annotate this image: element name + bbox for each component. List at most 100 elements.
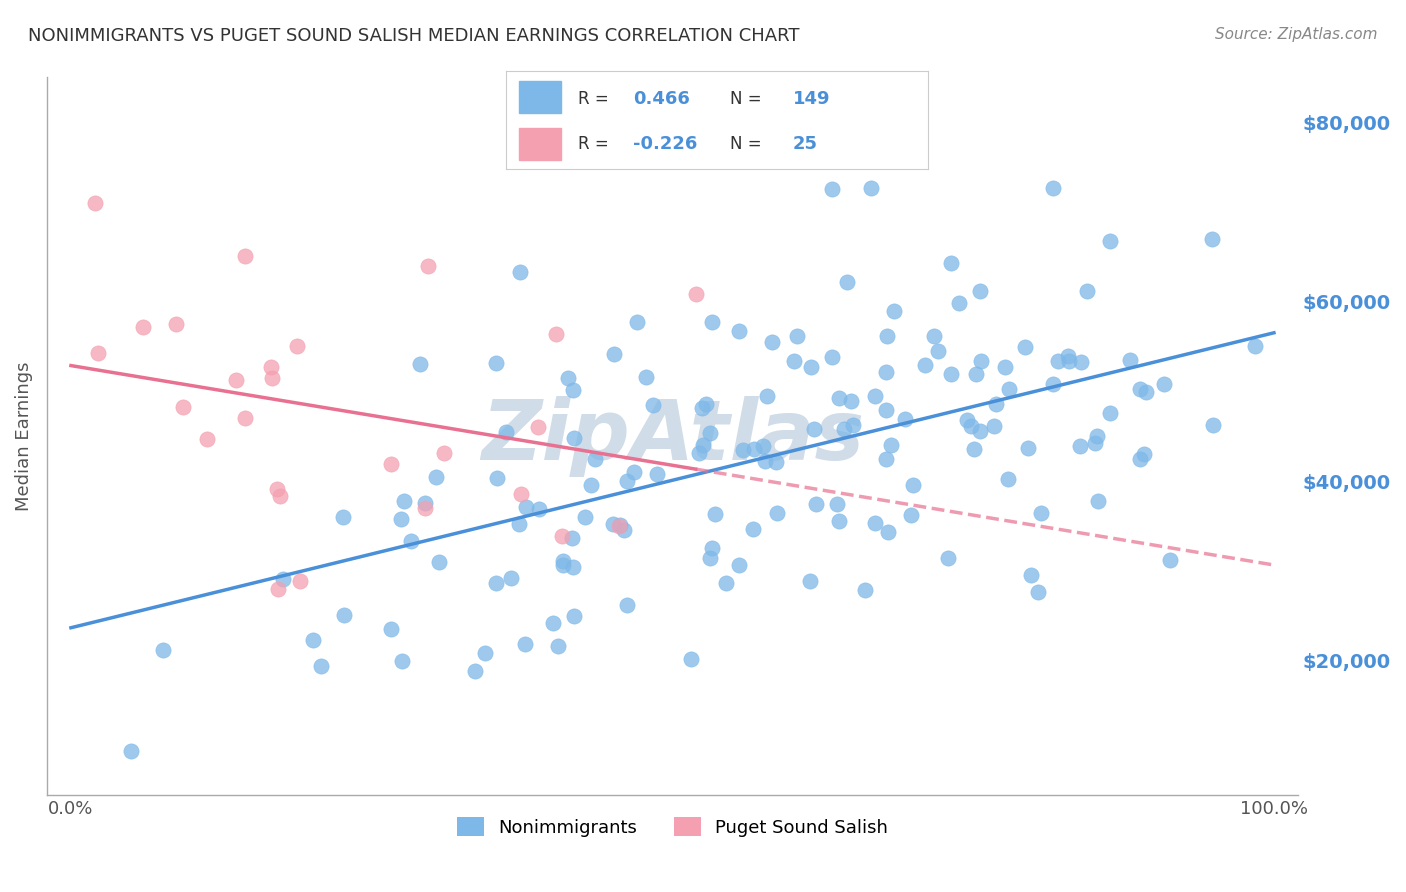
Point (527, 502, 550, 516)
Point (875, 403, 897, 417)
Point (259, 360, 281, 375)
Point (84, 196, 107, 211)
Point (1069, 439, 1091, 453)
Text: R =: R = (578, 135, 609, 153)
Point (1244, 339, 1267, 353)
Point (948, 296, 970, 310)
Point (970, 354, 993, 368)
Point (765, 455, 787, 469)
Point (1099, 406, 1122, 420)
Point (1128, 452, 1150, 467)
Point (413, 496, 436, 510)
Point (562, 609, 585, 624)
Point (485, 576, 508, 591)
Point (607, 519, 630, 533)
Point (1129, 382, 1152, 396)
Point (1057, 354, 1080, 368)
Point (266, 482, 288, 496)
Point (702, 541, 724, 555)
Point (269, 489, 291, 503)
Point (1019, 567, 1042, 582)
Point (464, 664, 486, 678)
Text: 149: 149 (793, 90, 831, 108)
Point (965, 367, 987, 381)
Point (485, 355, 508, 369)
Point (755, 389, 778, 403)
Point (546, 327, 568, 342)
Point (86, 346, 108, 360)
Point (553, 558, 575, 573)
Point (574, 509, 596, 524)
Point (583, 452, 606, 467)
Point (761, 334, 783, 349)
Text: R =: R = (578, 90, 609, 108)
Point (863, 388, 886, 402)
Text: ZipAtlas: ZipAtlas (481, 396, 865, 477)
Text: NONIMMIGRANTS VS PUGET SOUND SALISH MEDIAN EARNINGS CORRELATION CHART: NONIMMIGRANTS VS PUGET SOUND SALISH MEDI… (28, 27, 800, 45)
Point (997, 472, 1019, 486)
Text: 0.466: 0.466 (633, 90, 689, 108)
Point (425, 470, 447, 484)
Point (688, 446, 710, 460)
Point (290, 574, 312, 589)
Point (903, 478, 925, 492)
Point (742, 442, 765, 456)
Point (894, 411, 917, 425)
Point (927, 344, 949, 359)
Point (1202, 418, 1225, 433)
Point (1017, 442, 1039, 456)
Point (960, 419, 983, 434)
Point (828, 391, 851, 405)
Point (1098, 234, 1121, 248)
Point (1014, 340, 1036, 354)
Point (828, 514, 851, 528)
Point (853, 583, 876, 598)
Point (152, 643, 174, 657)
Point (581, 478, 603, 492)
Point (806, 497, 828, 511)
Point (418, 259, 440, 273)
Point (551, 554, 574, 568)
Point (700, 315, 723, 329)
Point (557, 371, 579, 385)
Point (695, 397, 717, 411)
Point (880, 438, 903, 452)
Point (267, 582, 290, 596)
Text: -0.226: -0.226 (633, 135, 697, 153)
Point (984, 397, 1007, 411)
Point (509, 265, 531, 279)
Point (1085, 429, 1108, 443)
Point (233, 411, 256, 425)
Point (877, 525, 900, 540)
Point (731, 443, 754, 458)
Point (685, 287, 707, 301)
Point (841, 394, 863, 409)
Point (626, 315, 648, 329)
Point (922, 329, 945, 343)
Point (742, 522, 765, 536)
Point (969, 425, 991, 439)
Point (754, 453, 776, 467)
Point (499, 571, 522, 585)
Point (1132, 447, 1154, 461)
Text: N =: N = (730, 90, 761, 108)
Point (1119, 352, 1142, 367)
Point (692, 438, 714, 452)
Point (508, 516, 530, 531)
Point (956, 413, 979, 427)
Point (752, 439, 775, 453)
Point (561, 531, 583, 545)
Point (914, 358, 936, 372)
Point (1159, 553, 1181, 567)
Point (413, 500, 436, 515)
Point (271, 572, 294, 586)
Point (602, 516, 624, 531)
Point (409, 357, 432, 371)
Point (883, 304, 905, 318)
Bar (519, 128, 561, 160)
Bar (519, 81, 561, 112)
Text: N =: N = (730, 135, 761, 153)
Point (939, 255, 962, 269)
Point (301, 632, 323, 647)
Point (821, 350, 844, 364)
